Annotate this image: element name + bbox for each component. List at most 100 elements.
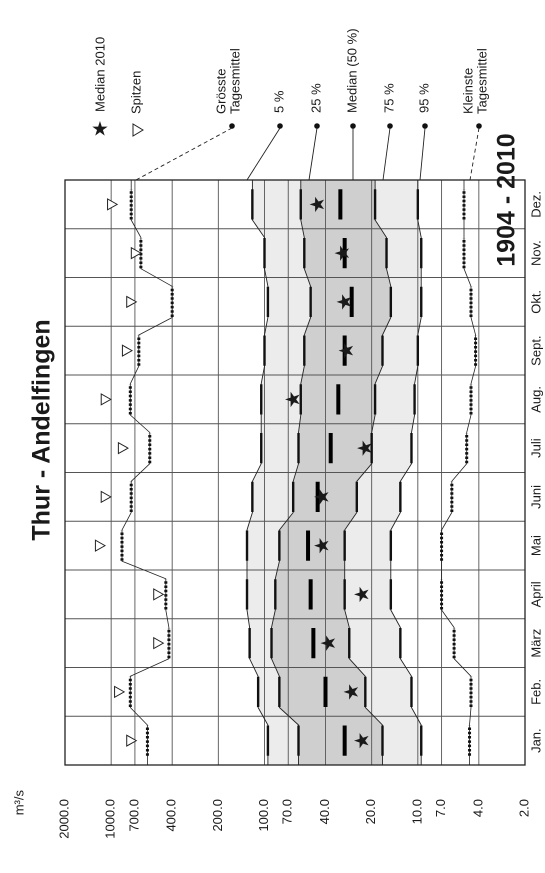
legend-label: 95 %	[416, 83, 431, 113]
legend-dot-icon	[476, 123, 482, 129]
legend-item-p50: Median (50 %)	[344, 28, 359, 180]
month-label: Dez.	[528, 191, 543, 218]
legend-label: Grösste	[213, 68, 228, 114]
legend-label: 25 %	[308, 83, 323, 113]
legend-connector	[419, 127, 426, 181]
y-tick-label: 2000.0	[56, 799, 71, 839]
legend-label: Tagesmittel	[227, 48, 242, 114]
step-line-max_daily	[121, 180, 173, 765]
series-layer: ★ ★ ★ ★ ★ ★ ★ ★ ★ ★ ★ ★	[94, 180, 478, 765]
legend-item-p75: 75 %	[381, 83, 396, 181]
peak-marker	[100, 490, 112, 504]
legend-label: Tagesmittel	[474, 48, 489, 114]
peak-marker	[153, 636, 165, 650]
axis-labels: Thur - Andelfingen 1904 - 2010 m³/s 2000.0 1…	[11, 133, 543, 838]
legend-star-icon: ★	[91, 118, 109, 140]
month-label: Juni	[528, 485, 543, 509]
legend-connector	[469, 127, 480, 181]
legend-connector	[135, 127, 233, 181]
legend-label: Kleinste	[460, 68, 475, 114]
peak-marker	[107, 198, 119, 211]
legend-item-peaks: Spitzen	[128, 71, 144, 137]
y-tick-label: 20.0	[363, 799, 378, 824]
legend-triangle-icon	[132, 123, 144, 137]
legend-dot-icon	[277, 123, 283, 129]
median-2010-star: ★	[341, 683, 363, 701]
median-2010-star: ★	[334, 293, 356, 311]
peak-marker	[126, 295, 138, 309]
legend-dot-icon	[422, 123, 428, 129]
month-label: Juli	[528, 438, 543, 458]
legend-item-median_2010: ★ Median 2010	[91, 37, 109, 140]
median-2010-star: ★	[355, 439, 377, 457]
legend-item-max_daily: Grösste Tagesmittel	[135, 48, 242, 181]
month-label: Aug.	[528, 386, 543, 413]
median-2010-star: ★	[312, 537, 334, 555]
median-2010-star: ★	[332, 244, 354, 262]
legend: ★Median 2010 Spitzen Grösste Tagesmittel 5 %…	[91, 28, 489, 181]
y-tick-label: 7.0	[433, 799, 448, 817]
peak-marker	[130, 246, 142, 260]
step-line-p95	[390, 180, 422, 765]
unit-label: m³/s	[11, 790, 26, 816]
legend-item-p95: 95 %	[416, 83, 431, 181]
legend-item-min_daily: Kleinste Tagesmittel	[460, 48, 489, 181]
peak-marker	[126, 734, 138, 747]
month-label: Okt.	[528, 290, 543, 314]
peak-marker	[121, 344, 134, 357]
median-2010-star: ★	[312, 488, 334, 506]
legend-dot-icon	[229, 123, 235, 129]
peak-marker	[94, 539, 107, 552]
legend-label: Median 2010	[92, 37, 107, 112]
y-tick-label: 100.0	[256, 799, 271, 832]
y-tick-label: 1000.0	[103, 799, 118, 839]
legend-label: 75 %	[381, 83, 396, 113]
y-tick-label: 400.0	[164, 799, 179, 832]
month-label: Jan.	[528, 728, 543, 753]
plot-frame	[64, 179, 526, 766]
y-tick-label: 70.0	[280, 799, 295, 824]
chart-period: 1904 - 2010	[493, 133, 521, 266]
month-label: Feb.	[528, 679, 543, 705]
legend-label: 5 %	[271, 90, 286, 113]
legend-item-p5: 5 %	[246, 90, 286, 181]
y-tick-label: 10.0	[409, 799, 424, 824]
month-label: April	[528, 581, 543, 607]
y-tick-label: 200.0	[210, 799, 225, 832]
month-label: Nov.	[528, 240, 543, 266]
legend-connector	[382, 127, 391, 181]
step-line-p5	[246, 180, 269, 765]
legend-connector	[246, 127, 281, 181]
peak-marker	[100, 393, 112, 406]
median-2010-star: ★	[352, 585, 374, 603]
legend-label: Median (50 %)	[344, 28, 359, 113]
legend-dot-icon	[350, 123, 356, 129]
y-tick-label: 40.0	[317, 799, 332, 824]
median-2010-star: ★	[336, 342, 358, 360]
month-label: März	[528, 629, 543, 658]
month-label: Sept.	[528, 335, 543, 365]
peak-marker	[153, 588, 165, 601]
legend-item-p25: 25 %	[308, 83, 323, 181]
median-2010-star: ★	[307, 195, 329, 213]
step-line-p25	[271, 180, 312, 765]
peak-marker	[117, 441, 130, 455]
grid	[64, 179, 526, 766]
median-2010-star: ★	[352, 732, 374, 750]
median-2010-star: ★	[282, 390, 304, 408]
legend-dot-icon	[314, 123, 320, 129]
legend-label: Spitzen	[128, 71, 143, 114]
peak-marker	[114, 685, 126, 699]
y-tick-label: 2.0	[516, 799, 531, 817]
step-line-min_daily	[441, 180, 476, 765]
step-line-p75	[344, 180, 392, 765]
month-label: Mai	[528, 535, 543, 556]
y-tick-label: 4.0	[470, 799, 485, 817]
y-tick-label: 700.0	[126, 799, 141, 832]
median-2010-star: ★	[318, 634, 340, 652]
legend-connector	[308, 127, 318, 181]
legend-dot-icon	[387, 123, 393, 129]
chart-title: Thur - Andelfingen	[28, 319, 56, 540]
